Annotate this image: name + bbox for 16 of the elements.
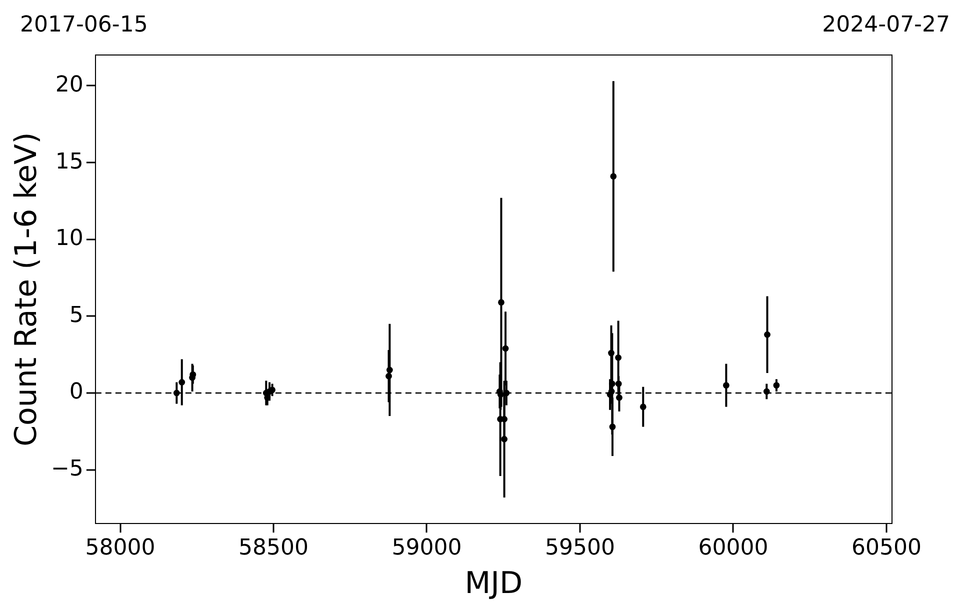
x-tick-label: 60500: [851, 536, 922, 561]
x-tick-label: 58000: [85, 536, 156, 561]
x-tick-label: 59000: [392, 536, 462, 561]
y-axis-title: Count Rate (1-6 keV): [8, 132, 44, 446]
y-tick-label: 0: [69, 380, 84, 405]
y-tick-label: 20: [55, 72, 84, 98]
x-tick-label: 59500: [544, 536, 615, 561]
y-tick-label: 15: [55, 149, 84, 174]
x-tick-label: 60000: [698, 536, 768, 561]
text: 2024-07-27: [822, 12, 950, 38]
y-tick-label: 5: [69, 302, 84, 328]
y-tick-label: 10: [55, 226, 84, 252]
x-tick-label: 58500: [238, 536, 308, 561]
y-tick-label: −5: [50, 456, 84, 482]
x-axis-title: MJD: [464, 566, 523, 601]
text: 2017-06-15: [20, 12, 148, 38]
